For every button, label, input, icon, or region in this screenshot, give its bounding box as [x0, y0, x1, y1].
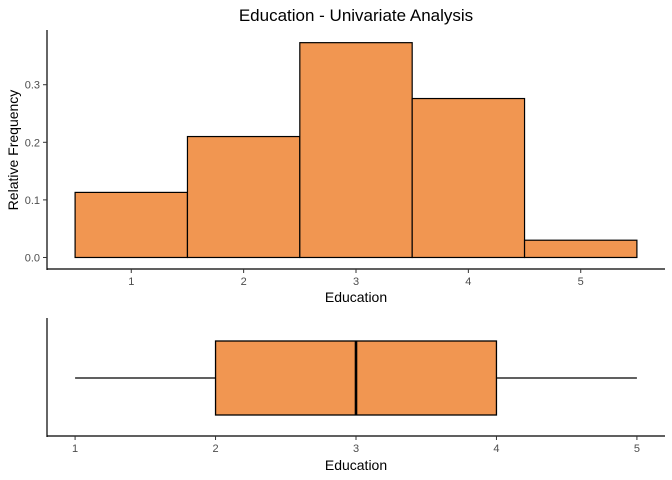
- histogram-bar-1: [74, 191, 189, 259]
- histogram-bar-3: [299, 42, 413, 259]
- histogram-bar-2: [186, 135, 301, 259]
- chart-title: Education - Univariate Analysis: [239, 6, 473, 25]
- boxplot-x-tick-label: 4: [493, 443, 499, 455]
- boxplot-panel: 1 2 3 4 5 Education: [46, 318, 665, 473]
- histogram-y-tick-label: 0.3: [25, 80, 40, 92]
- boxplot-x-ticks: 1 2 3 4 5: [72, 436, 640, 455]
- histogram-x-axis-label: Education: [325, 289, 387, 305]
- histogram-y-tick-label: 0.1: [25, 195, 40, 207]
- boxplot-x-tick-label: 1: [72, 443, 78, 455]
- histogram-y-ticks: 0.0 0.1 0.2 0.3: [25, 80, 47, 264]
- boxplot-x-tick-label: 5: [634, 443, 640, 455]
- histogram-bar-5: [523, 239, 638, 259]
- histogram-y-tick-label: 0.2: [25, 137, 40, 149]
- histogram-x-tick-label: 4: [465, 276, 471, 288]
- histogram-y-axis-label: Relative Frequency: [5, 90, 21, 211]
- histogram-panel: Education - Univariate Analysis 0.00.10.…: [5, 6, 665, 305]
- histogram-x-tick-label: 3: [353, 276, 359, 288]
- histogram-y-tick-label: 0.0: [25, 252, 40, 264]
- boxplot-marks: [75, 340, 637, 416]
- histogram-x-tick-label: 5: [578, 276, 584, 288]
- histogram-x-ticks: 1 2 3 4 5: [128, 269, 584, 288]
- boxplot-x-tick-label: 3: [353, 443, 359, 455]
- boxplot-x-tick-label: 2: [212, 443, 218, 455]
- histogram-bar-4: [411, 97, 526, 259]
- boxplot-x-axis-label: Education: [325, 457, 387, 473]
- histogram-x-tick-label: 1: [128, 276, 134, 288]
- histogram-x-tick-label: 2: [241, 276, 247, 288]
- histogram-bars: [74, 42, 638, 259]
